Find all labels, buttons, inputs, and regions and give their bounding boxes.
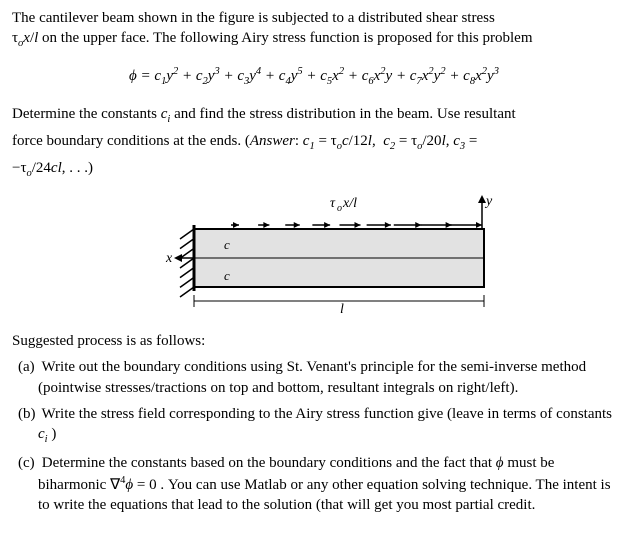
svg-text:c: c: [224, 237, 230, 252]
task-line-1: Determine the constants ci and find the …: [12, 104, 616, 127]
task-line-2: force boundary conditions at the ends. (…: [12, 131, 616, 154]
airy-equation: ϕ = c1y2 + c2y3 + c3y4 + c4y5 + c5x2 + c…: [12, 51, 616, 103]
suggested-intro: Suggested process is as follows:: [12, 331, 616, 351]
svg-text:τ: τ: [330, 196, 336, 211]
svg-text:o: o: [337, 203, 342, 214]
task-line-3: −τo/24cl, . . .): [12, 158, 616, 181]
suggested-item-1: (a) Write out the boundary conditions us…: [12, 357, 616, 398]
problem-intro-1: The cantilever beam shown in the figure …: [12, 8, 616, 28]
svg-text:x/l: x/l: [342, 196, 357, 211]
svg-text:l: l: [340, 302, 344, 317]
svg-text:x: x: [165, 251, 173, 266]
problem-intro-2: τox/l on the upper face. The following A…: [12, 28, 616, 51]
svg-text:y: y: [484, 194, 493, 209]
suggested-item-2: (b) Write the stress field corresponding…: [12, 404, 616, 447]
suggested-item-3: (c) Determine the constants based on the…: [12, 453, 616, 515]
svg-text:c: c: [224, 268, 230, 283]
beam-figure: τox/l y x c c l: [12, 181, 616, 325]
